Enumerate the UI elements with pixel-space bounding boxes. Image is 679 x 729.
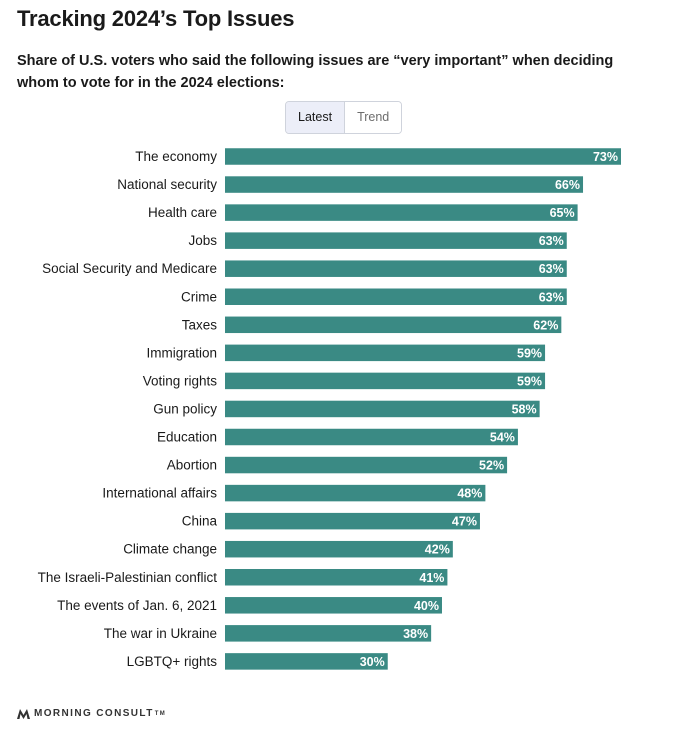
value-label: 52%: [479, 459, 504, 473]
value-label: 30%: [360, 655, 385, 669]
category-label: Jobs: [188, 233, 217, 248]
chart-title: Tracking 2024’s Top Issues: [17, 6, 295, 31]
bar: [225, 625, 432, 642]
category-label: Immigration: [146, 345, 217, 360]
value-label: 63%: [539, 234, 564, 248]
trend-tab[interactable]: Trend: [345, 102, 402, 133]
bar: [225, 148, 621, 165]
value-label: 58%: [512, 402, 537, 416]
category-label: The events of Jan. 6, 2021: [57, 598, 217, 613]
value-label: 63%: [539, 262, 564, 276]
category-label: The war in Ukraine: [104, 626, 217, 641]
bar: [225, 512, 480, 530]
bar: [225, 344, 546, 362]
value-label: 62%: [533, 318, 558, 332]
value-label: 73%: [593, 150, 618, 164]
category-label: Abortion: [167, 458, 217, 473]
bar: [225, 428, 518, 446]
bar: [225, 597, 442, 614]
logo-trademark: TM: [154, 710, 167, 717]
category-label: Taxes: [182, 317, 218, 332]
bar: [225, 540, 453, 558]
value-label: 38%: [403, 627, 428, 641]
bar: [225, 372, 546, 390]
bar: [225, 316, 562, 334]
value-label: 54%: [490, 431, 515, 445]
category-label: Gun policy: [153, 401, 217, 416]
value-label: 47%: [452, 515, 477, 529]
category-label: China: [182, 514, 218, 529]
bar: [225, 176, 584, 193]
bar: [225, 260, 567, 277]
value-label: 66%: [555, 178, 580, 192]
value-label: 63%: [539, 290, 564, 304]
chart-subtitle: Share of U.S. voters who said the follow…: [17, 53, 614, 91]
latest-tab[interactable]: Latest: [286, 102, 346, 133]
bar: [225, 288, 567, 305]
category-label: International affairs: [102, 486, 217, 501]
bar-chart: The economy 73% National security 66% Health…: [38, 148, 621, 670]
bar: [225, 456, 508, 474]
category-label: Climate change: [123, 542, 217, 557]
bar: [225, 484, 486, 502]
value-label: 48%: [457, 487, 482, 501]
logo-text: MORNING CONSULT: [34, 708, 154, 719]
value-label: 40%: [414, 599, 439, 613]
value-label: 59%: [517, 374, 542, 388]
category-label: The economy: [135, 149, 217, 164]
category-label: Social Security and Medicare: [42, 261, 217, 276]
category-label: Education: [157, 430, 217, 445]
category-label: Crime: [181, 289, 217, 304]
morning-consult-logo-icon: [17, 708, 30, 719]
value-label: 59%: [517, 346, 542, 360]
category-label: Health care: [148, 205, 217, 220]
value-label: 42%: [425, 543, 450, 557]
bar: [225, 400, 540, 418]
category-label: Voting rights: [143, 373, 218, 388]
category-label: The Israeli-Palestinian conflict: [38, 570, 218, 585]
bar: [225, 204, 578, 221]
view-toggle: Latest Trend: [285, 101, 403, 134]
category-label: National security: [117, 177, 217, 192]
value-label: 65%: [550, 206, 575, 220]
bar: [225, 232, 567, 249]
value-label: 41%: [419, 571, 444, 585]
morning-consult-logo: MORNING CONSULT TM: [17, 708, 166, 719]
bar: [225, 653, 388, 670]
category-label: LGBTQ+ rights: [127, 654, 218, 669]
bar: [225, 569, 448, 586]
